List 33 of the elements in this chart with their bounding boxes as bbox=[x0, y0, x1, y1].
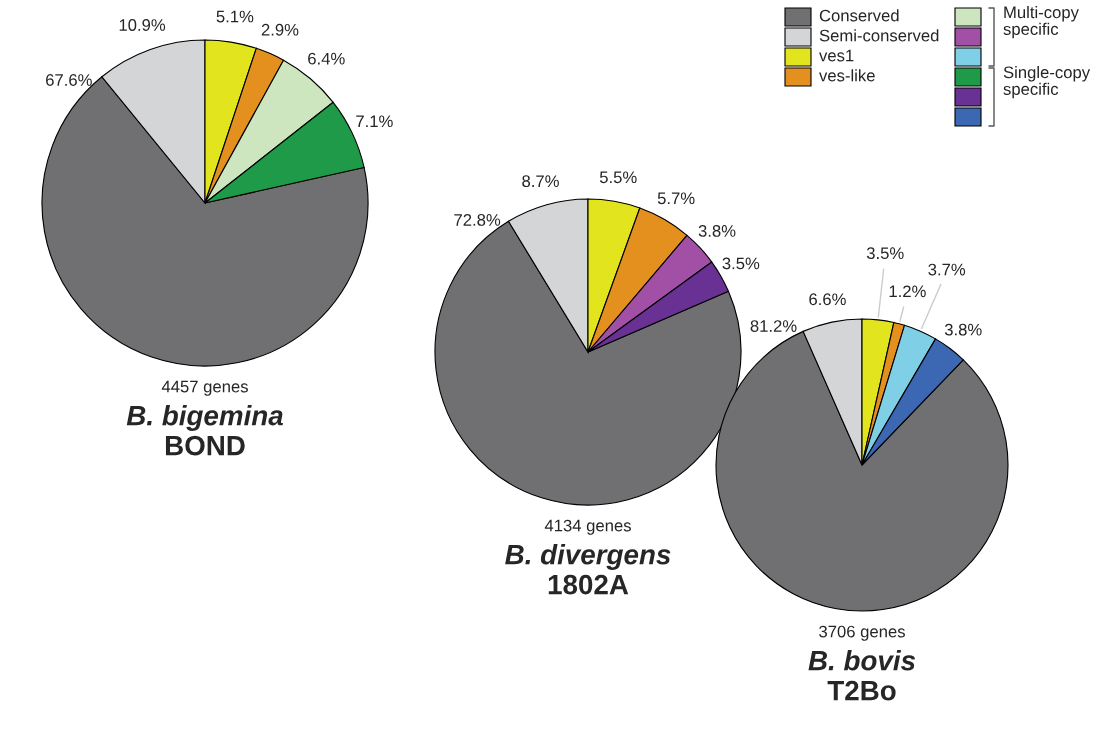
data-label: 7.1% bbox=[356, 115, 393, 128]
text: 4134 genes bbox=[544, 519, 631, 535]
text: B. bovis bbox=[808, 650, 916, 671]
data-label: 5.5% bbox=[599, 171, 637, 184]
text: 1802A bbox=[548, 574, 629, 595]
data-label: 6.4% bbox=[308, 52, 345, 65]
legend-label: Single-copy specific bbox=[1003, 66, 1091, 99]
data-label: 1.2% bbox=[889, 285, 926, 298]
text: B. divergens bbox=[505, 544, 671, 570]
text: B. bigemina bbox=[126, 405, 283, 431]
text: BOND bbox=[165, 435, 245, 456]
legend-label: Semi-conserved bbox=[819, 29, 939, 42]
data-label: 10.9% bbox=[119, 19, 166, 31]
data-label: 72.8% bbox=[454, 214, 501, 226]
legend-label: Conserved bbox=[819, 9, 899, 22]
legend-label: ves1 bbox=[819, 49, 854, 62]
data-label: 2.9% bbox=[261, 23, 299, 36]
data-label: 5.7% bbox=[657, 192, 695, 205]
data-label: 3.7% bbox=[928, 263, 966, 276]
data-label: 3.8% bbox=[944, 323, 982, 336]
data-label: 67.6% bbox=[46, 74, 92, 86]
text: 3706 genes bbox=[819, 625, 905, 641]
data-label: 5.1% bbox=[216, 10, 254, 23]
legend-label: ves-like bbox=[819, 69, 875, 82]
data-label: 3.5% bbox=[722, 257, 760, 270]
data-label: 6.6% bbox=[809, 293, 846, 306]
legend-label: Multi-copy specific bbox=[1003, 6, 1079, 39]
data-label: 3.5% bbox=[866, 247, 904, 260]
data-label: 81.2% bbox=[750, 320, 797, 332]
data-label: 3.8% bbox=[698, 225, 736, 237]
data-label: 8.7% bbox=[522, 175, 559, 188]
text: T2Bo bbox=[827, 680, 896, 701]
text: 4457 genes bbox=[161, 380, 248, 396]
